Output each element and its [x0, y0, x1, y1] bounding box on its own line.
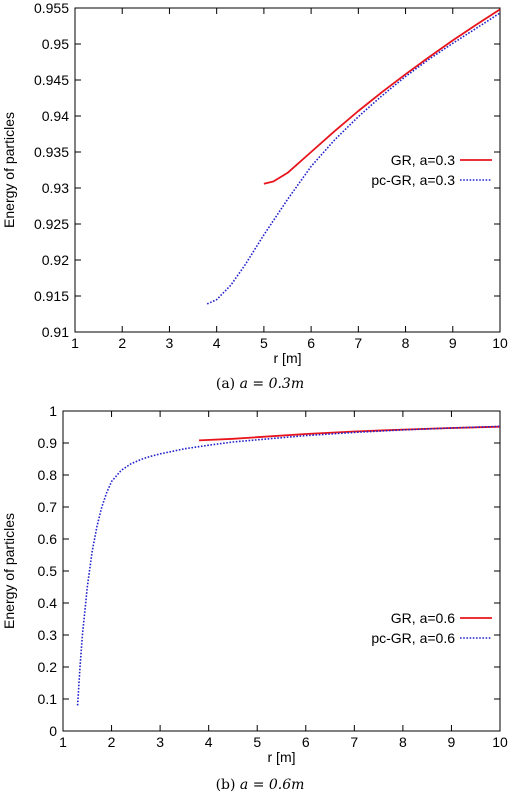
x-axis-label: r [m]: [274, 350, 302, 366]
chart-a: 1 2 3 4 5 6 7 8 9 10 0.91 0.915 0.92 0.925 0.93 0.935 0.…: [1, 0, 508, 366]
x-tick-label: 9: [448, 734, 456, 750]
y-axis-label: Energy of particles: [1, 513, 17, 629]
chart-b: 1 2 3 4 5 6 7 8 9 10 0 0.1 0.2 0.3 0.4 0.5 0.6 0.7 0.8 0.9 1…: [1, 403, 508, 765]
y-tick-label: 0.94: [42, 108, 69, 124]
y-tick-label: 0.93: [42, 180, 69, 196]
x-axis-label: r [m]: [268, 749, 296, 765]
y-tick-label: 0.7: [38, 499, 58, 515]
y-tick-label: 0.8: [38, 467, 58, 483]
y-tick-label: 0.6: [38, 531, 58, 547]
y-tick-label: 0.945: [34, 72, 69, 88]
y-tick-label: 0.3: [38, 627, 58, 643]
x-tick-label: 5: [253, 734, 261, 750]
x-tick-label: 3: [166, 335, 174, 351]
legend-label: GR, a=0.6: [391, 610, 455, 626]
x-tick-label: 5: [260, 335, 268, 351]
plot-frame: [74, 7, 501, 333]
y-tick-label: 1: [49, 403, 57, 419]
x-tick-label: 10: [492, 734, 508, 750]
x-tick-label: 4: [213, 335, 221, 351]
x-tick-label: 7: [354, 335, 362, 351]
x-tick-label: 6: [307, 335, 315, 351]
series-line-gr: [263, 8, 501, 185]
x-tick-label: 8: [402, 335, 410, 351]
x-tick-label: 7: [350, 734, 358, 750]
legend-label: pc-GR, a=0.6: [371, 630, 455, 646]
y-tick-label: 0.9: [38, 435, 58, 451]
series-line-pc-gr: [206, 12, 501, 305]
y-tick-label: 0.2: [38, 659, 58, 675]
y-axis-label: Energy of particles: [1, 112, 17, 228]
x-tick-label: 2: [108, 734, 116, 750]
y-tick-label: 0: [49, 723, 57, 739]
x-tick-label: 10: [492, 335, 508, 351]
y-tick-label: 0.955: [34, 0, 69, 16]
x-tick-label: 2: [118, 335, 126, 351]
legend-label: pc-GR, a=0.3: [371, 172, 455, 188]
x-tick-label: 3: [156, 734, 164, 750]
caption-a: (a) a = 0.3m: [216, 376, 304, 392]
y-tick-label: 0.935: [34, 144, 69, 160]
series-line-pc-gr: [76, 425, 501, 706]
y-tick-label: 0.5: [38, 563, 58, 579]
y-tick-label: 0.92: [42, 252, 69, 268]
series-line-gr: [198, 425, 501, 442]
y-tick-label: 0.1: [38, 691, 58, 707]
y-tick-label: 0.95: [42, 36, 69, 52]
y-tick-label: 0.91: [42, 324, 69, 340]
x-tick-label: 1: [59, 734, 67, 750]
x-tick-label: 8: [399, 734, 407, 750]
caption-b: (b) a = 0.6m: [216, 777, 305, 793]
y-tick-label: 0.915: [34, 288, 69, 304]
x-tick-label: 4: [205, 734, 213, 750]
y-tick-label: 0.4: [38, 595, 58, 611]
x-tick-label: 6: [302, 734, 310, 750]
x-tick-label: 1: [71, 335, 79, 351]
y-tick-label: 0.925: [34, 216, 69, 232]
legend-label: GR, a=0.3: [391, 152, 455, 168]
plot-frame: [62, 410, 501, 732]
x-tick-label: 9: [449, 335, 457, 351]
